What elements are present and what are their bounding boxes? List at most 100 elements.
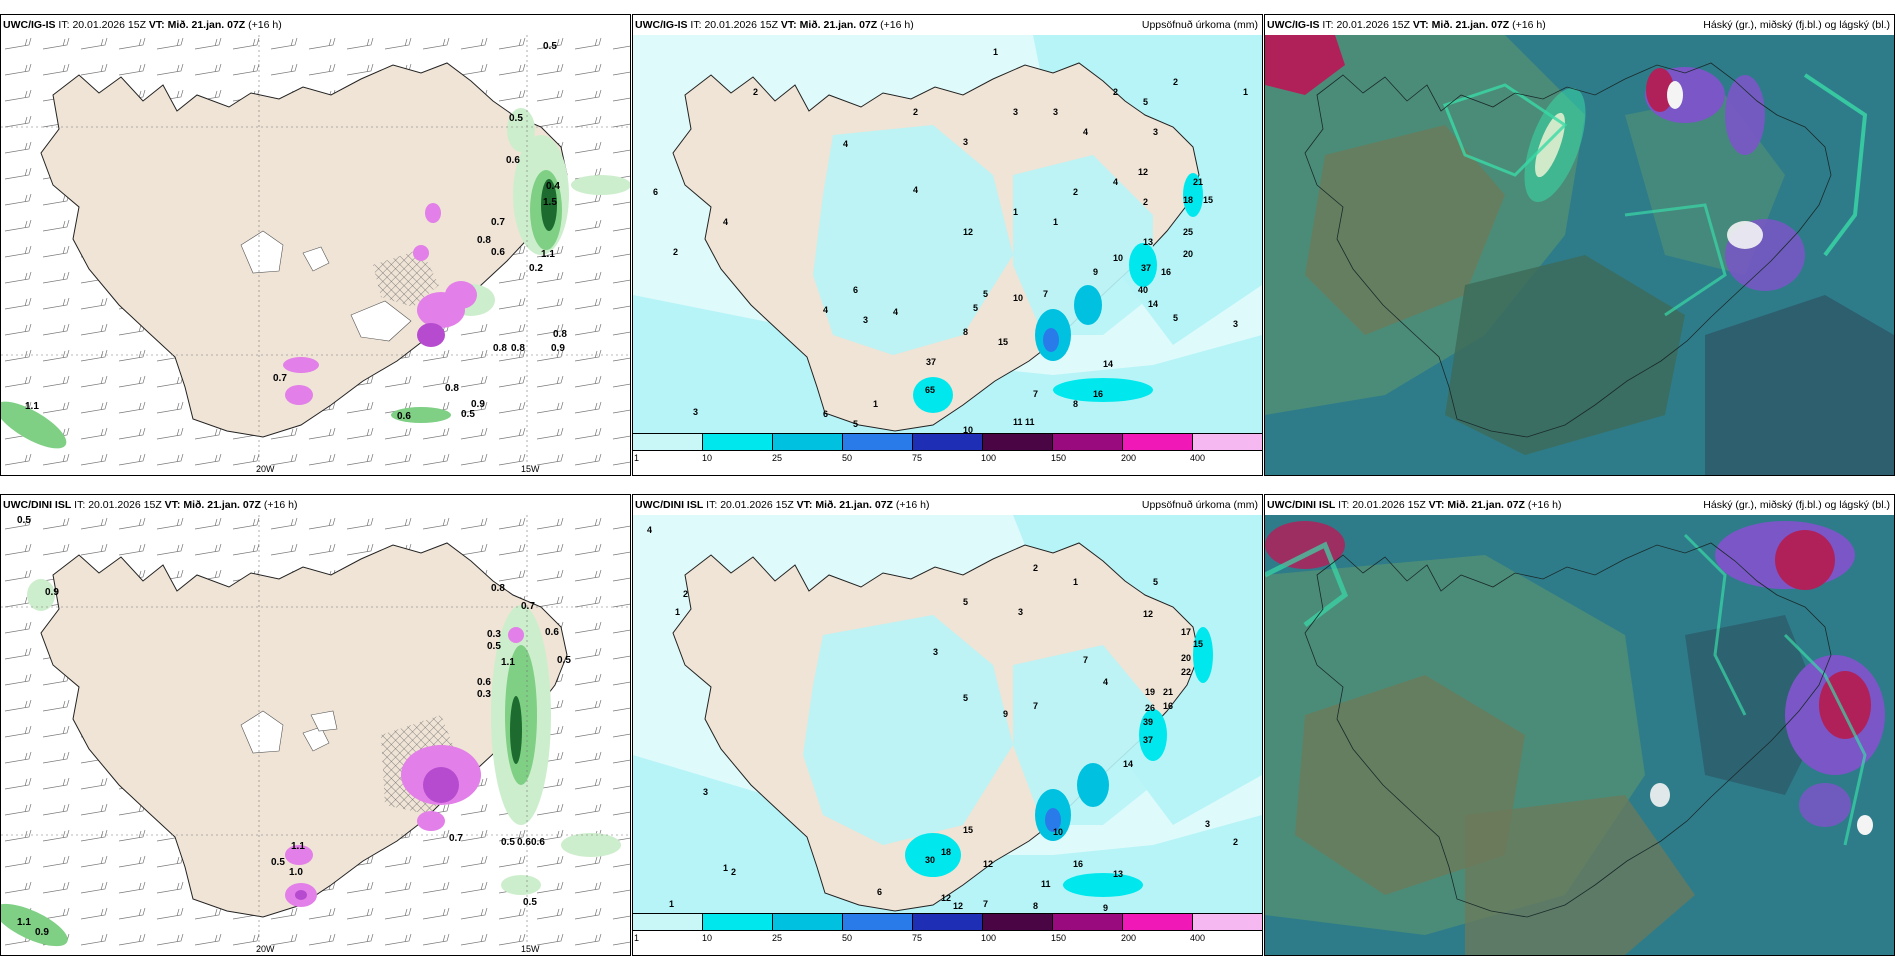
svg-text:0.9: 0.9 [35,927,49,938]
svg-text:22: 22 [1181,667,1191,677]
svg-text:12: 12 [983,859,993,869]
svg-text:0.8: 0.8 [445,383,459,394]
svg-text:21: 21 [1163,687,1173,697]
svg-text:11: 11 [1041,879,1051,889]
svg-text:3: 3 [1053,107,1058,117]
svg-text:1: 1 [669,899,674,909]
model-name: UWC/IG-IS [3,19,56,31]
svg-text:1: 1 [993,47,998,57]
svg-text:3: 3 [933,647,938,657]
svg-text:15: 15 [1203,195,1213,205]
svg-text:0.6: 0.6 [491,247,505,258]
panel-header: UWC/IG-IS IT: 20.01.2026 15Z VT: Mið. 21… [1,15,630,35]
svg-text:5: 5 [1143,97,1148,107]
cloud-map [1265,515,1894,955]
svg-text:37: 37 [926,357,936,367]
svg-text:1: 1 [873,399,878,409]
svg-text:12: 12 [1138,167,1148,177]
map-panel-ig-clouds: UWC/IG-IS IT: 20.01.2026 15Z VT: Mið. 21… [1264,14,1895,476]
svg-text:0.9: 0.9 [471,399,485,410]
svg-text:2: 2 [683,589,688,599]
colorbar-seg [633,434,703,450]
svg-text:3: 3 [693,407,698,417]
colorbar-seg [843,434,913,450]
glacier [302,246,330,272]
svg-text:11: 11 [1013,417,1023,427]
svg-text:4: 4 [843,139,848,149]
svg-text:0.5: 0.5 [17,515,31,526]
svg-text:18: 18 [941,847,951,857]
svg-text:20: 20 [1183,249,1193,259]
precip-green [1,579,621,947]
svg-text:8: 8 [1073,399,1078,409]
svg-text:15: 15 [963,825,973,835]
svg-text:2: 2 [1073,187,1078,197]
precip-value-labels: 1 2 6 2 4 2 3 3 3 4 2 5 3 1 2 4 12 2 1 1… [653,47,1248,433]
svg-text:0.7: 0.7 [521,601,535,612]
glacier [350,300,412,342]
svg-text:1: 1 [1243,87,1248,97]
svg-text:2: 2 [1113,87,1118,97]
svg-text:5: 5 [1173,313,1178,323]
precip-heavy [905,627,1213,897]
svg-text:0.5: 0.5 [487,641,501,652]
cloud-map [1265,35,1894,475]
panel-title: Uppsöfnuð úrkoma (mm) [1141,499,1258,511]
svg-text:21: 21 [1193,177,1203,187]
panel-header: UWC/IG-IS IT: 20.01.2026 15Z VT: Mið. 21… [633,15,1262,35]
svg-text:0.4: 0.4 [546,181,560,192]
svg-text:5: 5 [963,597,968,607]
colorbar-labels: 1 10 25 50 75 100 150 200 400 [634,933,1206,943]
svg-text:0.9: 0.9 [45,587,59,598]
svg-text:0.6: 0.6 [517,837,531,848]
svg-text:7: 7 [1083,655,1088,665]
colorbar-seg [1053,434,1123,450]
map-panel-dini-wind: UWC/DINI ISL IT: 20.01.2026 15Z VT: Mið.… [0,494,631,956]
colorbar-seg [983,914,1053,930]
svg-text:0.9: 0.9 [551,343,565,354]
svg-text:9: 9 [1103,903,1108,913]
svg-text:0.6: 0.6 [531,837,545,848]
panel-header: UWC/DINI ISL IT: 20.01.2026 15Z VT: Mið.… [1265,495,1894,515]
colorbar-seg [1193,434,1262,450]
lon-label-15w: 15W [521,464,540,474]
svg-text:14: 14 [1148,299,1158,309]
svg-text:3: 3 [703,787,708,797]
svg-text:26: 26 [1145,703,1155,713]
svg-text:13: 13 [1143,237,1153,247]
svg-text:15: 15 [998,337,1008,347]
svg-text:2: 2 [913,107,918,117]
svg-text:2: 2 [753,87,758,97]
map-panel-ig-precip: UWC/IG-IS IT: 20.01.2026 15Z VT: Mið. 21… [632,14,1263,476]
svg-text:14: 14 [1123,759,1133,769]
svg-text:4: 4 [647,525,652,535]
colorbar-seg [843,914,913,930]
svg-text:10: 10 [1013,293,1023,303]
svg-text:11: 11 [1025,417,1035,427]
svg-text:0.3: 0.3 [487,629,501,640]
svg-text:2: 2 [1173,77,1178,87]
svg-text:0.7: 0.7 [273,373,287,384]
svg-text:0.8: 0.8 [511,343,525,354]
svg-text:4: 4 [1083,127,1088,137]
svg-text:4: 4 [893,307,898,317]
panel-title: Háský (gr.), miðský (fj.bl.) og lágský (… [1703,499,1890,511]
svg-text:7: 7 [1043,289,1048,299]
svg-text:0.6: 0.6 [545,627,559,638]
svg-text:12: 12 [963,227,973,237]
svg-text:0.8: 0.8 [493,343,507,354]
panel-header: UWC/DINI ISL IT: 20.01.2026 15Z VT: Mið.… [1,495,630,515]
svg-text:6: 6 [853,285,858,295]
colorbar-seg [633,914,703,930]
colorbar-labels: 1 10 25 50 75 100 150 200 400 [634,453,1206,463]
svg-text:6: 6 [877,887,882,897]
svg-text:10: 10 [1113,253,1123,263]
svg-text:1.1: 1.1 [501,657,515,668]
svg-text:3: 3 [1018,607,1023,617]
svg-text:3: 3 [1205,819,1210,829]
svg-text:18: 18 [1183,195,1193,205]
colorbar-seg [773,434,843,450]
svg-text:0.8: 0.8 [553,329,567,340]
svg-text:4: 4 [723,217,728,227]
map-panel-ig-wind: UWC/IG-IS IT: 20.01.2026 15Z VT: Mið. 21… [0,14,631,476]
